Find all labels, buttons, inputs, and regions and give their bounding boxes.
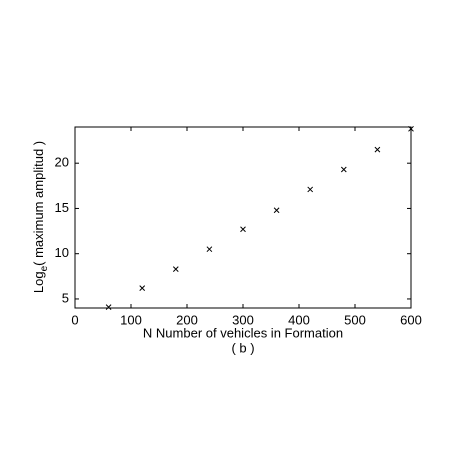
x-tick-label: 100 (120, 312, 142, 327)
y-label-sub: e (39, 265, 50, 271)
marker (206, 246, 213, 253)
marker (105, 304, 112, 310)
caption: ( b ) (231, 340, 254, 355)
y-label-rest: ( maximum amplitud ) (31, 141, 46, 266)
y-tick-label: 15 (55, 200, 69, 215)
y-label-main: Log (31, 271, 46, 293)
x-tick-label: 200 (176, 312, 198, 327)
x-tick-label: 400 (288, 312, 310, 327)
x-tick-label: 300 (232, 312, 254, 327)
y-axis-label: Loge( maximum amplitud ) (31, 141, 49, 293)
marker (240, 226, 246, 233)
marker (139, 285, 146, 291)
x-axis-label: N Number of vehicles in Formation (143, 325, 343, 340)
y-tick-label: 20 (55, 155, 69, 170)
x-tick-label: 0 (71, 312, 78, 327)
marker (374, 146, 381, 153)
y-tick-label: 5 (62, 290, 69, 305)
x-tick-label: 500 (344, 312, 366, 327)
marker (172, 266, 179, 272)
marker (273, 207, 280, 214)
plot-frame (74, 126, 412, 309)
marker (408, 125, 414, 132)
y-tick-label: 10 (55, 245, 69, 260)
marker (307, 186, 314, 193)
marker (340, 166, 347, 173)
x-tick-label: 600 (400, 312, 422, 327)
